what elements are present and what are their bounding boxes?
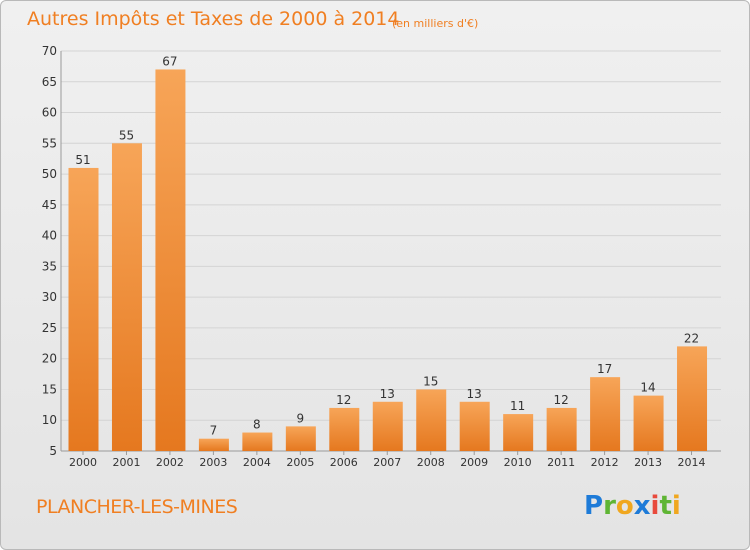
x-tick-label-2010: 2010	[504, 456, 532, 469]
data-label-2009: 13	[467, 387, 482, 401]
bar-2007	[372, 401, 403, 451]
x-tick-label-2013: 2013	[634, 456, 662, 469]
proxiti-logo[interactable]: Proxiti	[584, 491, 681, 521]
bar-2006	[329, 407, 360, 451]
bar-2012	[590, 377, 621, 451]
bar-2014	[677, 346, 708, 451]
x-tick-label-2002: 2002	[156, 456, 184, 469]
bar-2010	[503, 414, 534, 451]
bar-2005	[285, 426, 316, 451]
x-tick-label-2014: 2014	[678, 456, 706, 469]
data-label-2014: 22	[684, 331, 699, 345]
y-tick-label: 55	[42, 136, 57, 150]
x-tick-label-2004: 2004	[243, 456, 271, 469]
y-tick-label: 40	[42, 229, 57, 243]
x-tick-label-2009: 2009	[460, 456, 488, 469]
y-tick-label: 35	[42, 259, 57, 273]
y-tick-label: 15	[42, 382, 57, 396]
x-tick-label-2008: 2008	[417, 456, 445, 469]
data-label-2013: 14	[640, 381, 655, 395]
data-label-2000: 51	[75, 153, 90, 167]
data-label-2007: 13	[380, 387, 395, 401]
y-tick-label: 20	[42, 352, 57, 366]
data-label-2006: 12	[336, 393, 351, 407]
commune-name: PLANCHER-LES-MINES	[36, 496, 238, 518]
data-label-2002: 67	[162, 54, 177, 68]
y-tick-label: 50	[42, 167, 57, 181]
x-tick-label-2012: 2012	[591, 456, 619, 469]
data-label-2003: 7	[210, 424, 218, 438]
bar-2009	[459, 401, 490, 451]
data-label-2008: 15	[423, 374, 438, 388]
y-tick-label: 45	[42, 198, 57, 212]
bar-2002	[155, 69, 186, 451]
x-tick-label-2005: 2005	[286, 456, 314, 469]
data-label-2005: 9	[297, 411, 305, 425]
bar-2003	[198, 438, 229, 451]
y-tick-label: 30	[42, 290, 57, 304]
data-label-2004: 8	[253, 418, 261, 432]
chart-title: Autres Impôts et Taxes de 2000 à 2014	[27, 8, 400, 30]
bar-2004	[242, 432, 273, 451]
y-tick-label: 25	[42, 321, 57, 335]
data-label-2012: 17	[597, 362, 612, 376]
data-label-2011: 12	[553, 393, 568, 407]
bar-2000	[68, 167, 99, 451]
x-tick-label-2011: 2011	[547, 456, 575, 469]
y-tick-label: 70	[42, 44, 57, 58]
x-tick-label-2003: 2003	[199, 456, 227, 469]
y-tick-label: 5	[49, 444, 57, 458]
x-tick-label-2006: 2006	[330, 456, 358, 469]
x-tick-label-2007: 2007	[373, 456, 401, 469]
chart-subtitle: (en milliers d'€)	[392, 17, 479, 30]
y-tick-label: 10	[42, 413, 57, 427]
data-label-2001: 55	[119, 128, 134, 142]
bar-2008	[416, 389, 447, 451]
data-label-2010: 11	[510, 399, 525, 413]
bar-2011	[546, 407, 577, 451]
x-tick-label-2001: 2001	[112, 456, 140, 469]
y-tick-label: 60	[42, 106, 57, 120]
bar-2013	[633, 395, 664, 451]
x-tick-label-2000: 2000	[69, 456, 97, 469]
y-tick-label: 65	[42, 75, 57, 89]
bar-2001	[111, 143, 142, 452]
